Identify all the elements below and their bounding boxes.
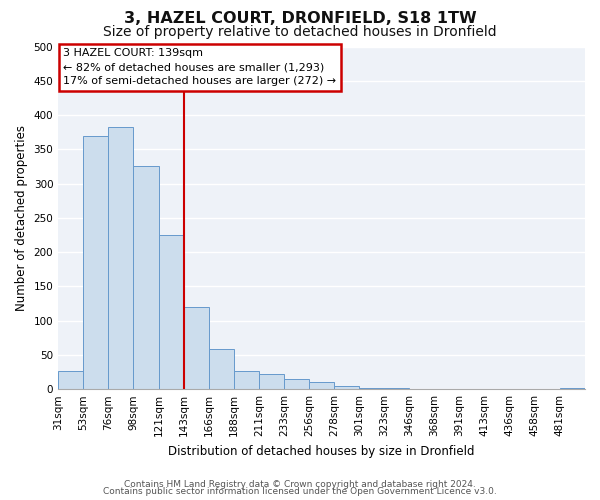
Bar xyxy=(58,370,83,389)
Text: 3, HAZEL COURT, DRONFIELD, S18 1TW: 3, HAZEL COURT, DRONFIELD, S18 1TW xyxy=(124,11,476,26)
Text: Contains public sector information licensed under the Open Government Licence v3: Contains public sector information licen… xyxy=(103,487,497,496)
Bar xyxy=(158,235,184,389)
Bar xyxy=(309,382,334,389)
Bar xyxy=(334,386,359,389)
Bar xyxy=(234,370,259,389)
Bar xyxy=(133,166,158,389)
Bar xyxy=(284,379,309,389)
Bar xyxy=(83,136,109,389)
Y-axis label: Number of detached properties: Number of detached properties xyxy=(15,125,28,311)
Bar xyxy=(109,126,133,389)
Text: 3 HAZEL COURT: 139sqm
← 82% of detached houses are smaller (1,293)
17% of semi-d: 3 HAZEL COURT: 139sqm ← 82% of detached … xyxy=(64,48,337,86)
Text: Size of property relative to detached houses in Dronfield: Size of property relative to detached ho… xyxy=(103,25,497,39)
Bar xyxy=(385,388,409,389)
Bar xyxy=(359,388,385,389)
Bar xyxy=(259,374,284,389)
Bar xyxy=(184,307,209,389)
X-axis label: Distribution of detached houses by size in Dronfield: Distribution of detached houses by size … xyxy=(169,444,475,458)
Text: Contains HM Land Registry data © Crown copyright and database right 2024.: Contains HM Land Registry data © Crown c… xyxy=(124,480,476,489)
Bar xyxy=(209,350,234,389)
Bar xyxy=(560,388,585,389)
